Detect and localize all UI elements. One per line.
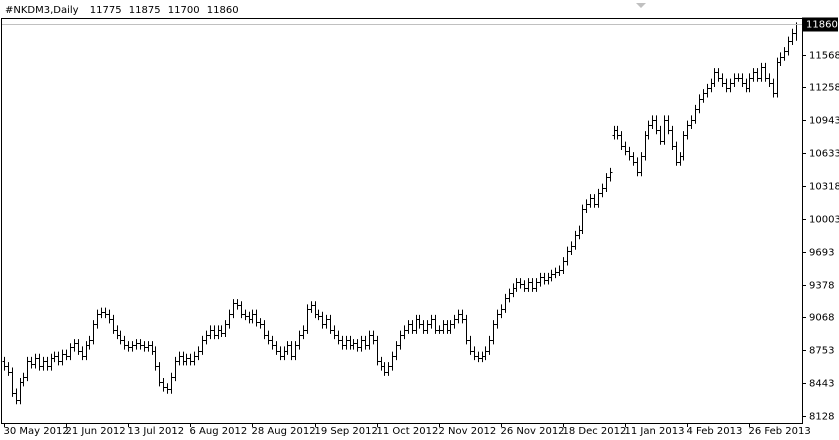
x-tick-label: 4 Feb 2013 <box>687 426 743 437</box>
x-tick-label: 11 Oct 2012 <box>377 426 439 437</box>
x-tick-label: 26 Nov 2012 <box>501 426 565 437</box>
x-tick-label: 18 Dec 2012 <box>563 426 627 437</box>
last-close: 11860 <box>207 5 239 16</box>
last-low: 11700 <box>168 5 200 16</box>
x-tick-label: 28 Aug 2012 <box>252 426 316 437</box>
y-tick-label: 9068 <box>809 313 834 324</box>
shift-marker <box>636 3 646 8</box>
y-tick-label: 9693 <box>809 248 834 259</box>
y-tick-label: 8753 <box>809 346 834 357</box>
x-tick-label: 30 May 2012 <box>4 426 69 437</box>
x-tick-label: 21 Jun 2012 <box>66 426 126 437</box>
x-tick-label: 6 Aug 2012 <box>190 426 248 437</box>
plot-frame <box>1 18 803 424</box>
last-high: 11875 <box>129 5 161 16</box>
y-tick-label: 10318 <box>809 182 839 193</box>
y-tick-label: 9378 <box>809 281 834 292</box>
y-tick-label: 11258 <box>809 83 839 94</box>
last-open: 11775 <box>90 5 122 16</box>
y-tick-label: 8443 <box>809 379 834 390</box>
x-tick-label: 11 Jan 2013 <box>625 426 685 437</box>
price-tag <box>802 17 838 32</box>
symbol: #NKDM3,Daily <box>5 5 79 16</box>
y-tick-label: 10003 <box>809 215 839 226</box>
price-tag-label: 11860 <box>806 20 838 31</box>
y-tick-label: 8128 <box>809 412 834 423</box>
x-tick-label: 2 Nov 2012 <box>439 426 497 437</box>
x-tick-label: 13 Jul 2012 <box>128 426 185 437</box>
chart-title: #NKDM3,Daily 11775 11875 11700 11860 <box>5 5 239 16</box>
y-tick-label: 10633 <box>809 149 839 160</box>
x-tick-label: 19 Sep 2012 <box>315 426 378 437</box>
y-tick-label: 11568 <box>809 51 839 62</box>
y-tick-label: 10943 <box>809 116 839 127</box>
x-tick-label: 26 Feb 2013 <box>749 426 811 437</box>
